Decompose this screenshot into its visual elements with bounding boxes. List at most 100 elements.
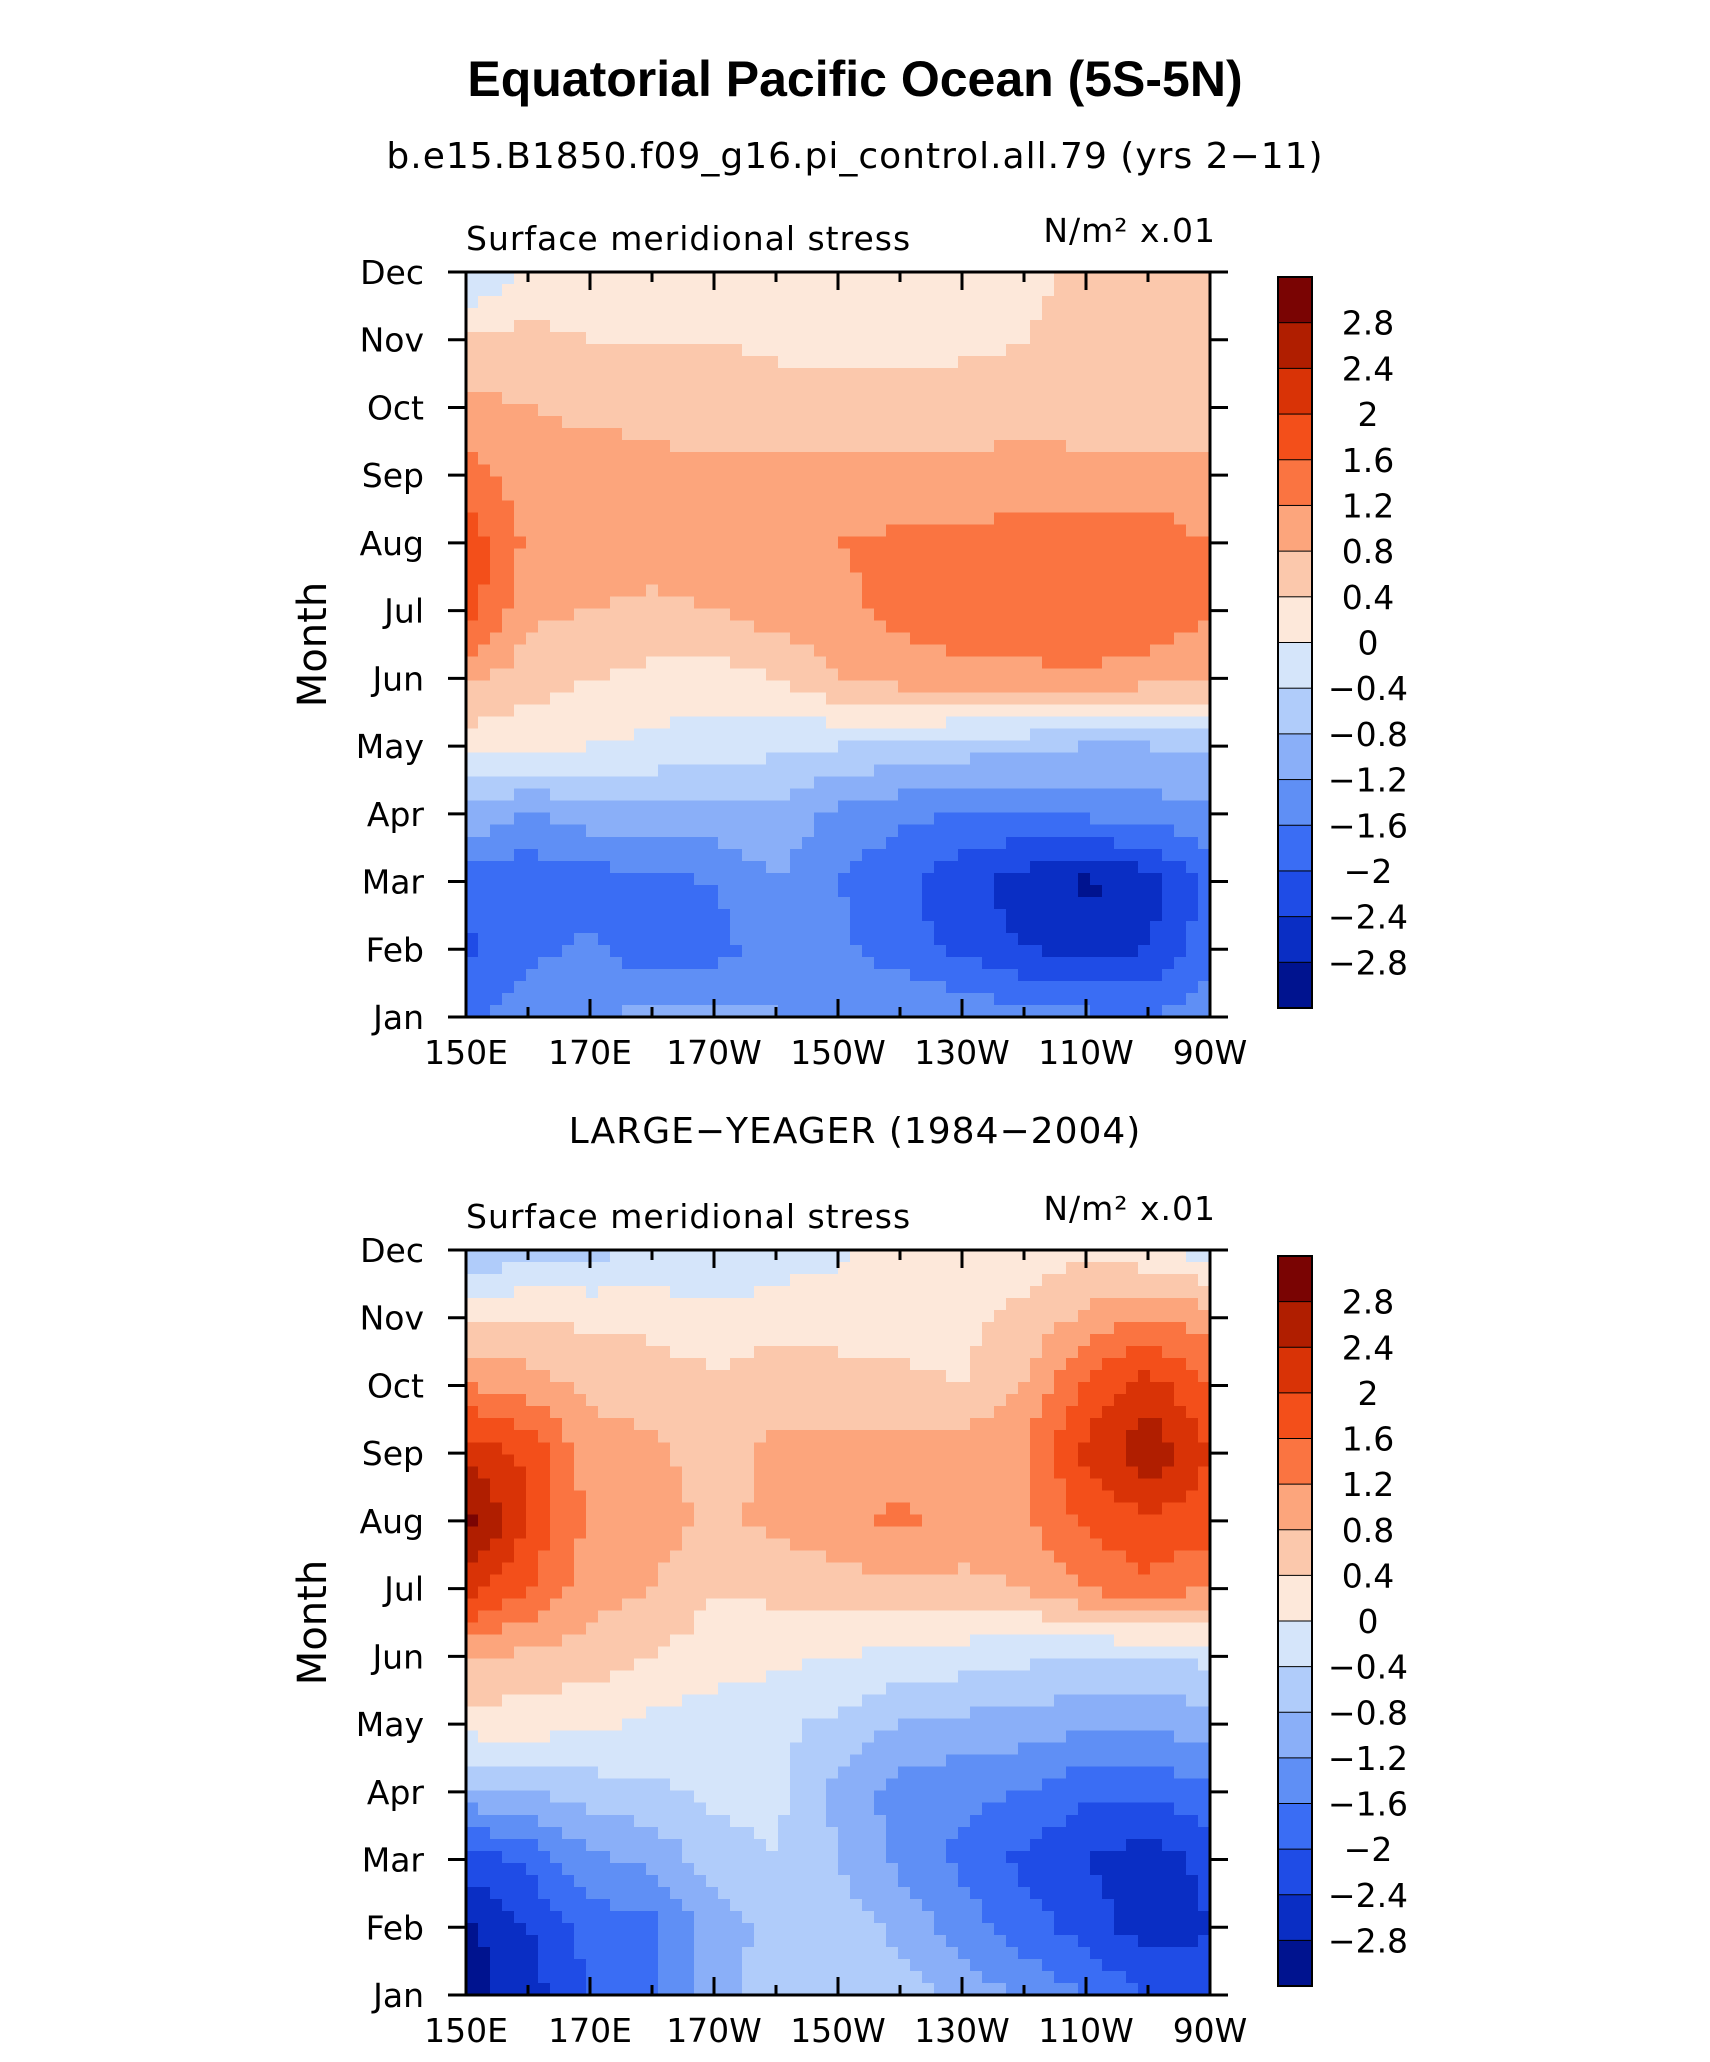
heatmap-cell xyxy=(934,980,947,994)
heatmap-cell xyxy=(1126,872,1139,886)
heatmap-cell xyxy=(802,632,815,646)
heatmap-cell xyxy=(598,944,611,958)
heatmap-cell xyxy=(1066,1322,1079,1335)
heatmap-cell xyxy=(694,380,707,393)
heatmap-cell xyxy=(694,812,707,826)
heatmap-cell xyxy=(1150,320,1163,333)
heatmap-cell xyxy=(802,692,815,706)
heatmap-cell xyxy=(1006,1382,1019,1395)
heatmap-cell xyxy=(994,848,1007,862)
heatmap-cell xyxy=(958,908,971,922)
heatmap-cell xyxy=(898,560,911,574)
heatmap-cell xyxy=(778,1004,791,1018)
heatmap-cell xyxy=(1030,476,1043,489)
heatmap-cell xyxy=(754,1322,767,1335)
heatmap-cell xyxy=(1066,848,1079,862)
heatmap-cell xyxy=(646,896,659,910)
heatmap-cell xyxy=(1030,812,1043,826)
heatmap-cell xyxy=(934,1382,947,1395)
heatmap-cell xyxy=(1174,308,1187,321)
heatmap-cell xyxy=(538,308,551,321)
heatmap-cell xyxy=(1138,860,1151,874)
heatmap-cell xyxy=(814,344,827,357)
heatmap-cell xyxy=(886,296,899,309)
heatmap-cell xyxy=(1114,608,1127,622)
heatmap-cell xyxy=(802,1298,815,1311)
heatmap-cell xyxy=(694,668,707,682)
heatmap-cell xyxy=(1174,332,1187,345)
heatmap-cell xyxy=(910,1004,923,1018)
heatmap-cell xyxy=(718,584,731,598)
heatmap-cell xyxy=(718,800,731,814)
heatmap-cell xyxy=(646,908,659,922)
heatmap-cell xyxy=(922,776,935,790)
heatmap-cell xyxy=(778,368,791,381)
heatmap-cell xyxy=(706,536,719,549)
heatmap-cell xyxy=(670,692,683,706)
heatmap-cell xyxy=(946,488,959,501)
heatmap-cell xyxy=(922,1370,935,1383)
heatmap-cell xyxy=(814,992,827,1006)
heatmap-cell xyxy=(1150,680,1163,694)
heatmap-cell xyxy=(850,1358,863,1371)
heatmap-cell xyxy=(610,380,623,393)
heatmap-cell xyxy=(466,860,479,874)
heatmap-cell xyxy=(514,944,527,958)
heatmap-cell xyxy=(514,620,527,634)
heatmap-cell xyxy=(778,968,791,982)
heatmap-cell xyxy=(634,992,647,1006)
heatmap-cell xyxy=(814,1310,827,1323)
heatmap-cell xyxy=(514,308,527,321)
heatmap-cell xyxy=(1114,992,1127,1006)
heatmap-cell xyxy=(1186,344,1199,357)
heatmap-cell xyxy=(850,788,863,802)
heatmap-cell xyxy=(514,932,527,946)
heatmap-cell xyxy=(1126,1418,1139,1431)
heatmap-cell xyxy=(838,872,851,886)
heatmap-cell xyxy=(982,452,995,465)
heatmap-cell xyxy=(622,836,635,850)
heatmap-cell xyxy=(526,884,539,898)
heatmap-cell xyxy=(490,308,503,321)
heatmap-cell xyxy=(706,1286,719,1299)
heatmap-cell xyxy=(1102,896,1115,910)
heatmap-cell xyxy=(910,728,923,742)
heatmap-cell xyxy=(1066,740,1079,754)
heatmap-cell xyxy=(838,704,851,718)
heatmap-cell xyxy=(466,1298,479,1311)
heatmap-cell xyxy=(766,344,779,357)
heatmap-cell xyxy=(490,320,503,333)
heatmap-cell xyxy=(646,344,659,357)
heatmap-cell xyxy=(1042,980,1055,994)
heatmap-cell xyxy=(634,464,647,477)
heatmap-cell xyxy=(1198,872,1211,886)
heatmap-cell xyxy=(838,476,851,489)
heatmap-cell xyxy=(946,1430,959,1443)
heatmap-cell xyxy=(694,920,707,934)
heatmap-cell xyxy=(658,488,671,501)
heatmap-cell xyxy=(1114,860,1127,874)
heatmap-cell xyxy=(742,524,755,537)
heatmap-cell xyxy=(982,632,995,646)
heatmap-cell xyxy=(958,1394,971,1407)
heatmap-cell xyxy=(1138,392,1151,405)
heatmap-cell xyxy=(1030,920,1043,934)
heatmap-cell xyxy=(682,776,695,790)
heatmap-cell xyxy=(994,872,1007,886)
heatmap-cell xyxy=(586,908,599,922)
heatmap-cell xyxy=(946,632,959,646)
heatmap-cell xyxy=(634,944,647,958)
heatmap-cell xyxy=(526,596,539,610)
heatmap-cell xyxy=(1162,1274,1175,1287)
heatmap-cell xyxy=(658,1298,671,1311)
heatmap-cell xyxy=(730,1262,743,1275)
heatmap-cell xyxy=(634,1370,647,1383)
heatmap-cell xyxy=(1162,788,1175,802)
heatmap-cell xyxy=(658,692,671,706)
heatmap-cell xyxy=(934,740,947,754)
heatmap-cell xyxy=(946,512,959,525)
heatmap-cell xyxy=(1174,1298,1187,1311)
heatmap-cell xyxy=(634,1298,647,1311)
heatmap-cell xyxy=(910,284,923,297)
heatmap-cell xyxy=(850,800,863,814)
